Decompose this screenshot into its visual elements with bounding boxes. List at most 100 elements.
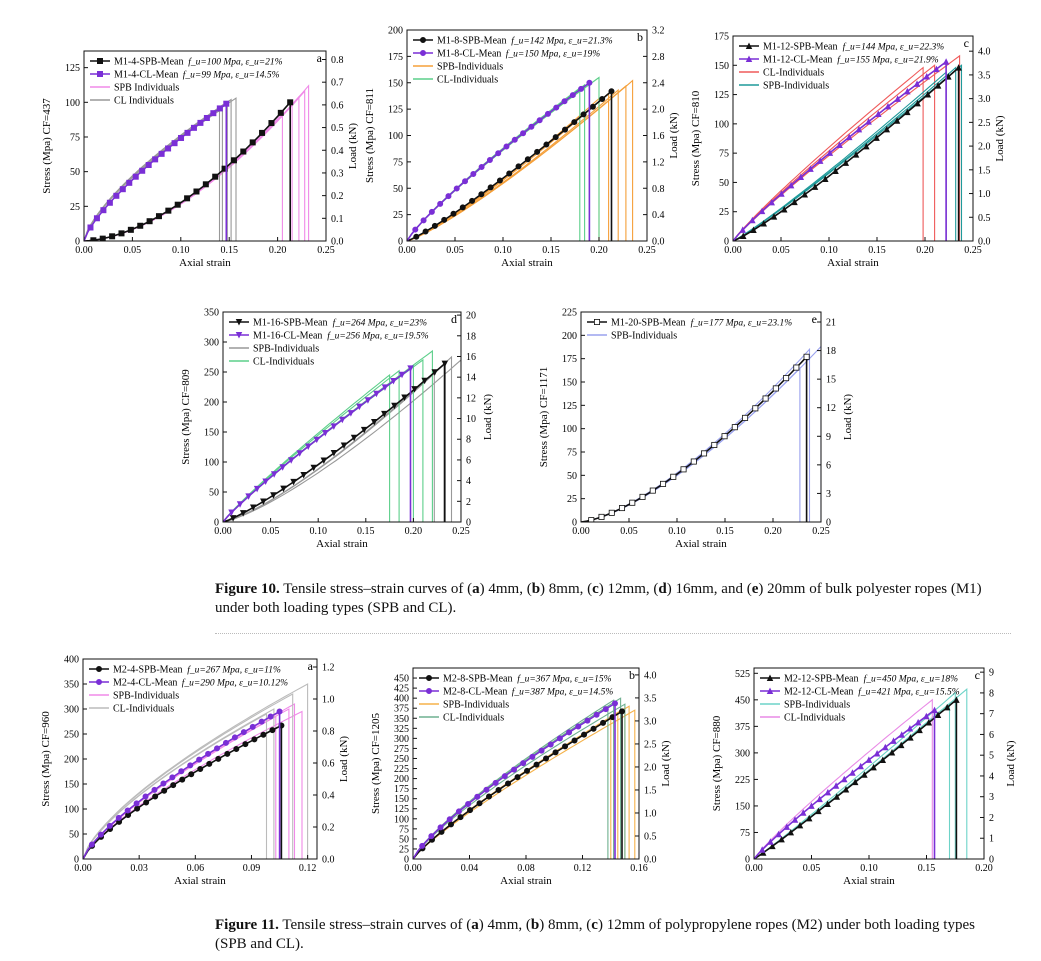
data-point bbox=[455, 808, 462, 815]
y2-tick-label: 9 bbox=[826, 432, 831, 443]
data-point bbox=[171, 140, 178, 147]
x-tick-label: 0.20 bbox=[269, 245, 287, 256]
data-point bbox=[178, 768, 185, 775]
data-point bbox=[600, 719, 607, 726]
x-axis-label: Axial strain bbox=[174, 875, 226, 887]
data-point bbox=[783, 375, 790, 382]
y2-tick-label: 0 bbox=[826, 518, 831, 529]
data-point bbox=[212, 173, 219, 180]
x-tick-label: 0.25 bbox=[452, 526, 470, 537]
data-point bbox=[230, 157, 237, 164]
x-tick-label: 0.25 bbox=[964, 245, 982, 256]
data-point bbox=[276, 708, 283, 715]
data-point bbox=[492, 779, 499, 786]
data-point bbox=[215, 755, 222, 762]
y2-tick-label: 0.7 bbox=[331, 78, 344, 89]
data-point bbox=[767, 838, 774, 845]
data-point bbox=[580, 111, 587, 118]
legend-label: CL-Individuals bbox=[113, 704, 174, 715]
y2-tick-label: 4 bbox=[466, 476, 471, 487]
data-point bbox=[680, 466, 687, 473]
data-point bbox=[190, 124, 197, 131]
individual-curve-2-1 bbox=[754, 698, 933, 859]
data-point bbox=[236, 501, 244, 508]
data-point bbox=[197, 766, 204, 773]
y-tick-label: 300 bbox=[64, 705, 79, 716]
y2-tick-label: 3.0 bbox=[644, 716, 657, 727]
data-point bbox=[119, 186, 126, 193]
data-point bbox=[888, 749, 896, 756]
x-tick-label: 0.05 bbox=[772, 245, 790, 256]
data-point bbox=[791, 816, 799, 823]
legend-note: f_u=142 Mpa, ε_u=21.3% bbox=[511, 36, 613, 47]
y-tick-label: 525 bbox=[735, 669, 750, 680]
data-point bbox=[287, 99, 294, 106]
data-point bbox=[824, 788, 832, 796]
data-point bbox=[807, 165, 814, 172]
data-point bbox=[347, 410, 355, 417]
y-tick-label: 50 bbox=[70, 167, 80, 178]
y-tick-label: 50 bbox=[719, 178, 729, 189]
legend-label: CL-Individuals bbox=[784, 713, 845, 724]
data-point bbox=[262, 478, 269, 486]
y-tick-label: 200 bbox=[562, 331, 577, 342]
y-tick-label: 75 bbox=[70, 132, 80, 143]
y2-tick-label: 0.2 bbox=[331, 191, 344, 202]
x-tick-label: 0.12 bbox=[299, 863, 317, 874]
y2-tick-label: 0.0 bbox=[322, 855, 335, 866]
data-point bbox=[769, 842, 776, 850]
legend-note: f_u=144 Mpa, ε_u=22.3% bbox=[843, 42, 945, 53]
y-tick-label: 0 bbox=[214, 518, 219, 529]
legend-marker bbox=[425, 688, 432, 695]
y2-tick-label: 0.6 bbox=[322, 759, 335, 770]
data-point bbox=[151, 786, 158, 793]
curves-f11b bbox=[413, 697, 636, 859]
y-tick-label: 300 bbox=[204, 338, 219, 349]
data-point bbox=[879, 756, 887, 763]
data-point bbox=[476, 800, 483, 807]
data-point bbox=[589, 103, 596, 110]
data-point bbox=[816, 795, 823, 803]
data-point bbox=[750, 226, 757, 233]
x-tick-label: 0.00 bbox=[74, 863, 92, 874]
data-point bbox=[845, 133, 853, 141]
data-point bbox=[787, 828, 795, 836]
x-tick-label: 0.16 bbox=[630, 863, 648, 874]
data-point bbox=[841, 775, 848, 783]
data-point bbox=[890, 737, 897, 744]
data-point bbox=[178, 134, 185, 141]
x-tick-label: 0.05 bbox=[262, 526, 280, 537]
y2-axis-label: Load (kN) bbox=[842, 394, 854, 440]
data-point bbox=[562, 126, 569, 133]
data-point bbox=[322, 429, 329, 437]
data-point bbox=[188, 771, 195, 778]
data-point bbox=[420, 217, 427, 224]
data-point bbox=[816, 157, 824, 164]
data-point bbox=[805, 814, 813, 822]
legend-marker bbox=[235, 332, 243, 339]
legend-note: f_u=155 Mpa, ε_u=21.9% bbox=[837, 55, 939, 66]
data-point bbox=[268, 120, 275, 127]
y-tick-label: 50 bbox=[399, 834, 409, 845]
y-tick-label: 300 bbox=[394, 734, 409, 745]
data-point bbox=[904, 108, 911, 116]
y-axis-label: Stress (Mpa) CF=809 bbox=[180, 369, 192, 465]
data-point bbox=[588, 517, 595, 522]
data-point bbox=[221, 165, 228, 172]
data-point bbox=[865, 118, 872, 125]
data-point bbox=[586, 79, 593, 86]
x-tick-label: 0.20 bbox=[764, 526, 782, 537]
y2-tick-label: 5 bbox=[989, 751, 994, 762]
y-tick-label: 325 bbox=[394, 724, 409, 735]
x-tick-label: 0.05 bbox=[620, 526, 638, 537]
legend-label: M1-12-CL-Mean bbox=[763, 55, 832, 66]
data-point bbox=[277, 109, 284, 116]
y2-tick-label: 1.0 bbox=[322, 695, 335, 706]
data-point bbox=[552, 134, 559, 141]
data-point bbox=[711, 441, 718, 448]
data-point bbox=[528, 123, 535, 130]
y2-tick-label: 0.2 bbox=[322, 823, 335, 834]
y2-tick-label: 18 bbox=[466, 331, 476, 342]
